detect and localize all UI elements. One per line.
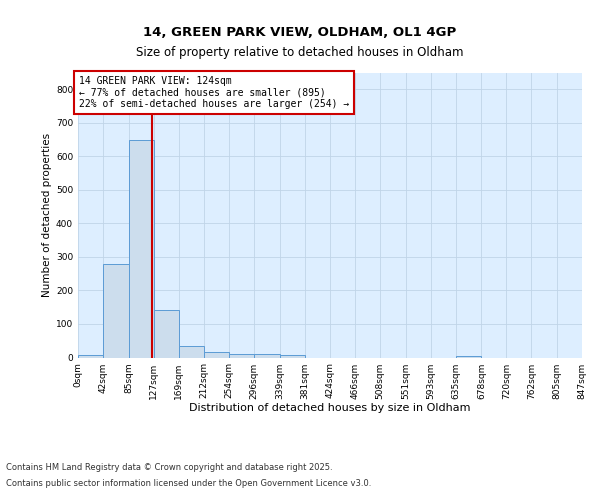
Text: Contains public sector information licensed under the Open Government Licence v3: Contains public sector information licen…: [6, 478, 371, 488]
Bar: [204, 352, 229, 358]
Bar: [128, 140, 154, 358]
Text: Size of property relative to detached houses in Oldham: Size of property relative to detached ho…: [136, 46, 464, 59]
Bar: [254, 354, 280, 358]
Text: 14, GREEN PARK VIEW, OLDHAM, OL1 4GP: 14, GREEN PARK VIEW, OLDHAM, OL1 4GP: [143, 26, 457, 39]
Y-axis label: Number of detached properties: Number of detached properties: [42, 133, 52, 297]
Bar: [103, 264, 128, 358]
Bar: [154, 310, 179, 358]
Text: Contains HM Land Registry data © Crown copyright and database right 2025.: Contains HM Land Registry data © Crown c…: [6, 464, 332, 472]
Text: 14 GREEN PARK VIEW: 124sqm
← 77% of detached houses are smaller (895)
22% of sem: 14 GREEN PARK VIEW: 124sqm ← 77% of deta…: [79, 76, 349, 109]
Bar: [229, 354, 254, 358]
X-axis label: Distribution of detached houses by size in Oldham: Distribution of detached houses by size …: [189, 403, 471, 413]
Bar: [456, 356, 481, 358]
Bar: [78, 355, 103, 358]
Bar: [280, 355, 305, 358]
Bar: [179, 346, 204, 358]
